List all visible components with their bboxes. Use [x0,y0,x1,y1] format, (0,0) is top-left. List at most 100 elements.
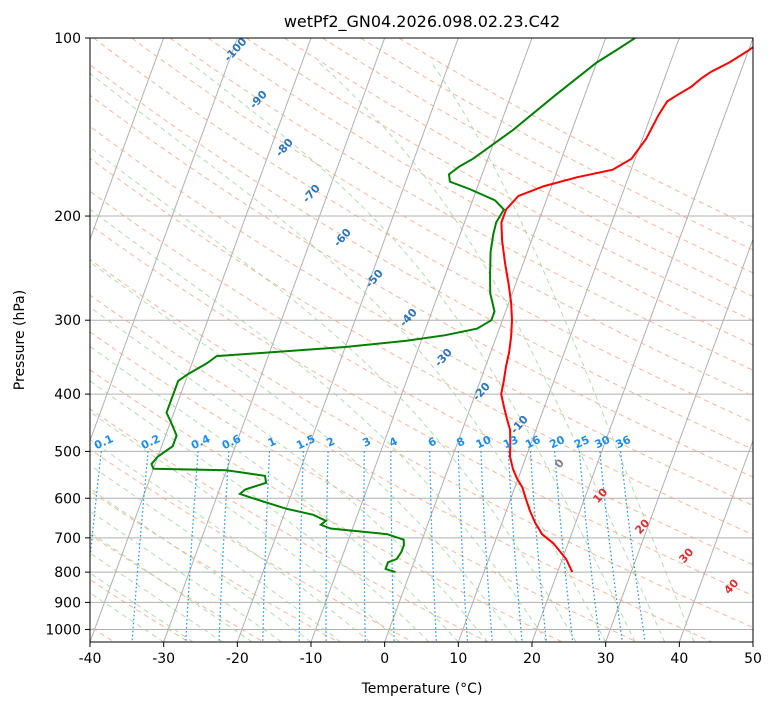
dry-adiabat-line [398,38,753,229]
mixing-ratio-label: 25 [572,433,591,451]
dry-adiabat-line [90,490,339,642]
mixing-ratio-label: 20 [548,433,568,451]
moist-adiabat-line [90,72,607,642]
isotherm-line [310,38,533,642]
isotherm-line [236,38,459,642]
dry-adiabat-line [90,190,753,566]
moist-adiabat-line [318,62,666,642]
plot-frame [89,37,754,643]
mixing-ratio-label: 0.2 [139,432,162,452]
mixing-ratio-line [363,451,366,642]
moist-adiabat-line [90,411,400,642]
x-tick-label: 0 [380,651,389,667]
mixing-ratio-label: 4 [387,435,400,450]
moist-adiabat-label: 0 [552,456,567,471]
mixing-ratio-line [578,451,601,642]
x-tick-label: -30 [152,651,175,667]
y-tick-label: 500 [54,444,81,460]
y-axis-label: Pressure (hPa) [12,290,28,390]
moist-adiabat-line [90,464,341,642]
moist-adiabat-label: 20 [632,516,652,536]
x-tick-label: 30 [597,651,615,667]
y-tick-label: 800 [54,565,81,581]
mixing-ratio-label: 1 [266,435,278,450]
dry-adiabat-label: -30 [432,346,455,370]
dry-adiabat-label: -90 [247,88,270,112]
mixing-ratio-line [457,451,469,642]
x-tick-label: -20 [226,651,249,667]
moist-adiabat-line [90,510,282,642]
y-tick-label: 900 [54,595,81,611]
x-axis-label: Temperature (°C) [361,681,483,697]
dry-adiabat-label: -50 [363,267,386,291]
moist-adiabat-line [90,531,253,642]
dry-adiabat-line [360,38,753,251]
mixing-ratio-label: 30 [593,433,613,451]
mixing-ratio-label: 16 [523,433,543,451]
moist-adiabat-line [90,208,548,642]
mixing-ratio-line [131,451,149,642]
y-tick-label: 600 [54,491,81,507]
chart-title: wetPf2_GN04.2026.098.02.23.C42 [284,12,560,32]
moist-adiabat-line [90,261,518,642]
dry-adiabat-label: -10 [508,413,531,437]
moist-adiabat-line [90,572,194,642]
mixing-ratio-label: 6 [426,435,439,450]
x-tick-label: 40 [670,651,688,667]
y-tick-label: 100 [54,31,81,47]
isotherm-line [90,38,165,241]
moist-adiabat-line [90,438,371,642]
temperature-profile [500,45,753,573]
mixing-ratio-line [429,451,437,642]
mixing-ratio-label: 13 [501,433,520,451]
isotherm-line [605,237,753,642]
moist-adiabat-label: 10 [590,485,610,505]
dry-adiabat-line [284,38,753,297]
mixing-ratio-line [185,451,199,642]
mixing-ratio-line [507,451,523,642]
isotherm-line [457,38,680,642]
dry-adiabat-line [90,157,753,536]
isotherm-line [531,38,753,642]
mixing-ratio-label: 1.5 [294,432,317,452]
dry-adiabat-label: -60 [331,226,354,250]
moist-adiabat-line [90,146,577,642]
mixing-ratio-line [90,451,102,564]
x-tick-label: -40 [79,651,102,667]
plot-area [90,38,753,642]
dry-adiabat-label: -70 [300,182,323,206]
dry-adiabat-line [90,224,753,597]
y-tick-label: 200 [54,209,81,225]
x-tick-label: 10 [449,651,467,667]
dry-adiabat-line [90,94,753,478]
y-tick-label: 400 [54,387,81,403]
y-tick-label: 1000 [45,622,81,638]
dry-adiabat-line [90,579,190,642]
moist-adiabat-line [90,306,489,642]
isotherm-line [90,38,238,443]
y-axis: 100 200 300 400 500 600 700 800 900 1000 [45,31,90,638]
mixing-ratio-label: 10 [474,433,494,451]
dry-adiabat-line [90,125,753,507]
moist-adiabat-line [189,62,636,642]
y-tick-label: 700 [54,531,81,547]
x-tick-label: 50 [744,651,762,667]
dry-adiabat-line [90,369,563,642]
dry-adiabat-label: -40 [397,306,420,330]
mixing-ratio-line [390,451,395,642]
moist-adiabat-line [431,62,695,642]
mixing-ratio-label: 8 [455,435,467,450]
x-axis: -40 -30 -20 -10 0 10 20 30 40 50 [79,642,762,667]
moist-adiabat-line [90,345,459,642]
isotherm-line [752,640,753,642]
dry-adiabat-line [322,38,753,274]
mixing-ratio-line [480,451,493,642]
dry-adiabat-line [90,294,712,642]
x-tick-label: 20 [523,651,541,667]
mixing-ratio-label: 0.4 [189,432,212,452]
x-tick-label: -10 [300,651,323,667]
isopleth-labels: -100-90-80-70-60-50-40-30-20-100.1 0.2 0.4… [92,35,741,597]
mixing-ratio-label: 0.1 [92,432,115,452]
dewpoint-profile [150,38,636,574]
